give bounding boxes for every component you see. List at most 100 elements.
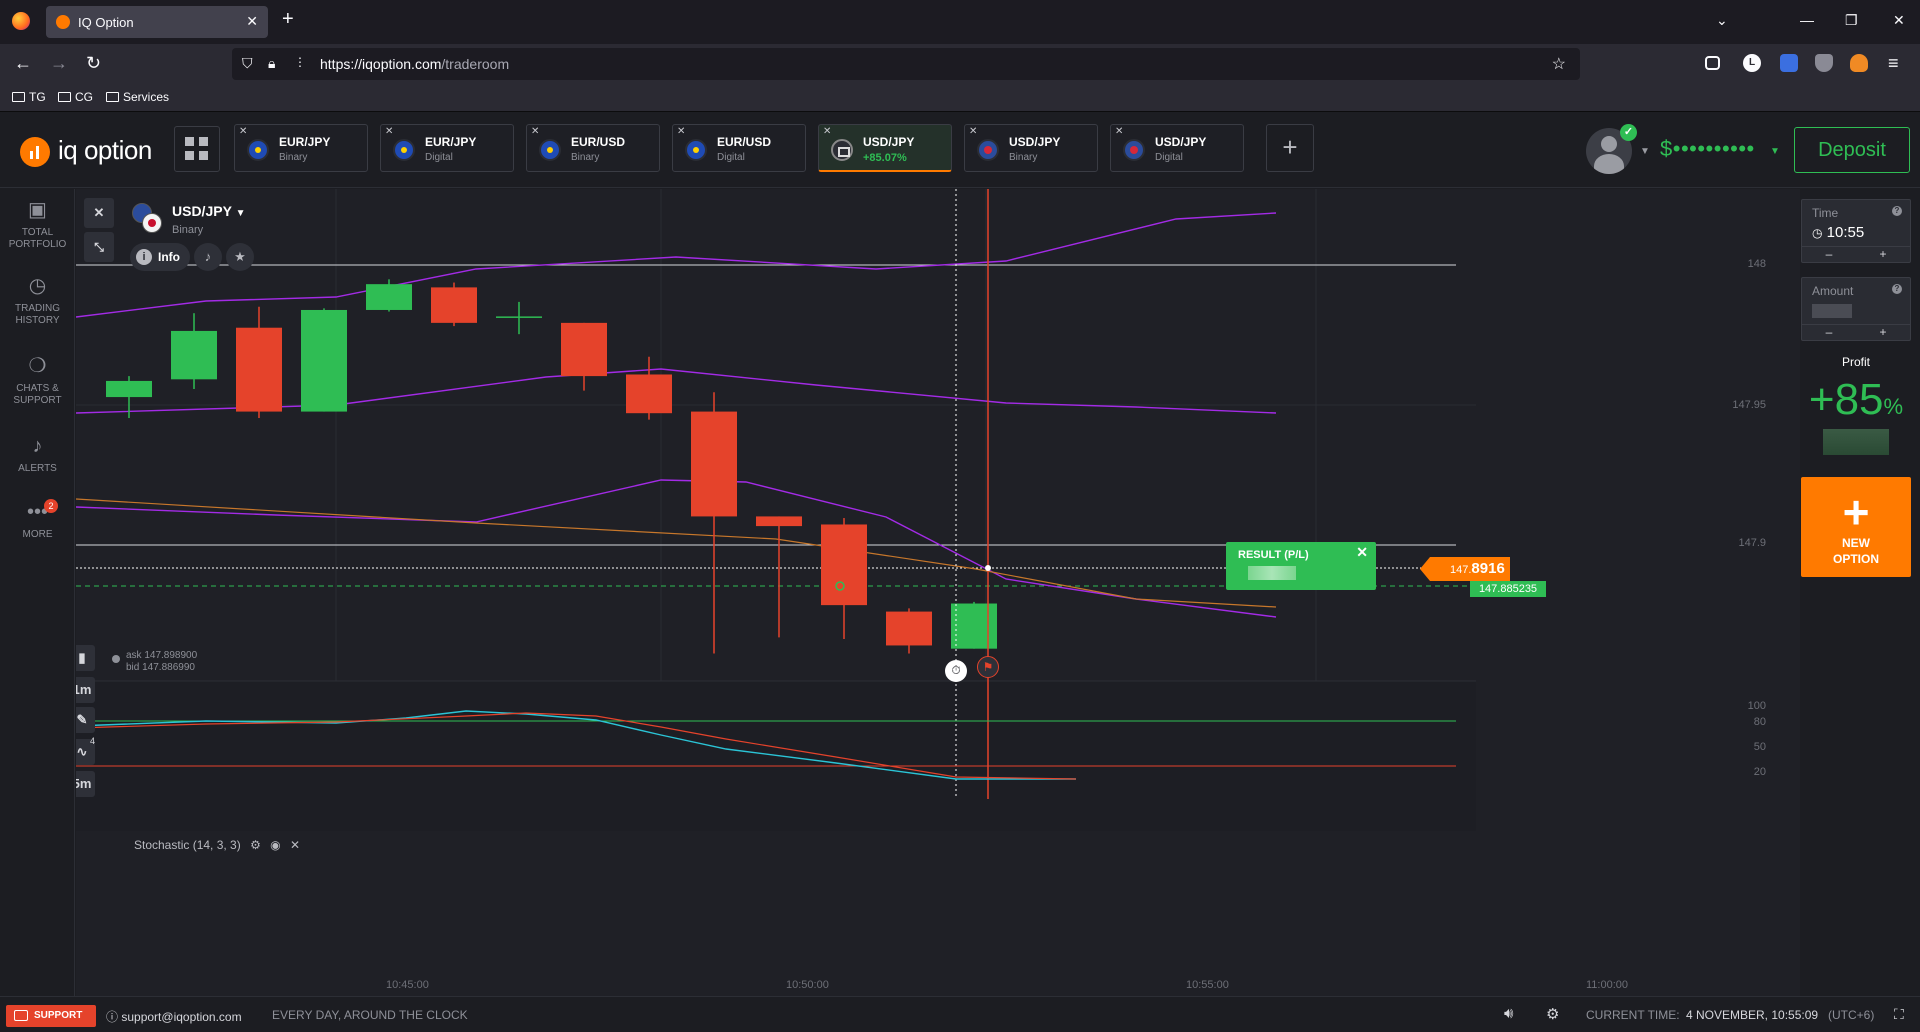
sound-icon[interactable]: 🔊︎ — [1504, 1005, 1514, 1022]
chart-area[interactable]: ✕ ⤡ USD/JPY ▼ Binary i Info ♪ ★ 148 147.… — [76, 189, 1800, 996]
close-chart-icon[interactable]: ✕ — [84, 198, 114, 228]
new-option-button[interactable]: + NEW OPTION — [1801, 477, 1911, 577]
close-icon[interactable]: ✕ — [239, 126, 248, 137]
account-icon[interactable]: L — [1743, 54, 1761, 72]
help-icon[interactable]: ? — [1892, 206, 1902, 216]
reload-button[interactable]: ↻ — [86, 53, 102, 73]
amount-stepper[interactable]: – + — [1802, 324, 1910, 340]
price-chart[interactable] — [76, 189, 1800, 996]
plus-button[interactable]: + — [1879, 247, 1887, 261]
balance-value[interactable]: $•••••••••• — [1660, 136, 1755, 161]
close-icon[interactable]: ✕ — [290, 838, 301, 852]
timer-icon[interactable]: ⏱ — [945, 660, 967, 682]
sidebar-item-trading-history[interactable]: ◷ TRADING HISTORY — [0, 275, 75, 327]
lock-icon[interactable]: 🔒︎ — [268, 55, 276, 71]
logo-text[interactable]: iq option — [58, 135, 152, 165]
support-button[interactable]: SUPPORT — [6, 1005, 96, 1027]
new-tab-button[interactable]: + — [282, 8, 294, 30]
support-email[interactable]: ⓘ support@iqoption.com — [106, 1010, 242, 1024]
help-icon[interactable]: ? — [1892, 284, 1902, 294]
time-field[interactable]: Time ? ◷ 10:55 – + — [1801, 199, 1911, 263]
profit-amount-hidden — [1823, 429, 1889, 455]
drawing-tools-icon[interactable]: ✎ — [76, 707, 95, 733]
forward-button[interactable]: → — [50, 53, 68, 73]
extension-blue-icon[interactable] — [1780, 54, 1798, 72]
url-bar[interactable]: ⛉ 🔒︎ ⋮ https://iqoption.com/traderoom ☆ — [232, 48, 1580, 80]
back-button[interactable]: ← — [14, 53, 32, 73]
pair-name[interactable]: USD/JPY ▼ — [172, 203, 246, 219]
app-menu-icon[interactable]: ≡ — [1888, 53, 1899, 73]
expiration-flag-icon[interactable]: ⚑ — [977, 656, 999, 678]
asset-tab[interactable]: ✕ USD/JPY +85.07% — [818, 124, 952, 172]
minus-button[interactable]: – — [1825, 247, 1833, 261]
shield-extension-icon[interactable] — [1815, 54, 1833, 72]
indicator-label[interactable]: Stochastic (14, 3, 3) ⚙ ◉ ✕ — [134, 838, 300, 852]
restore-window-button[interactable]: ❐ — [1845, 12, 1858, 28]
tracking-protection-icon[interactable]: ⛉ — [242, 55, 253, 71]
close-icon[interactable]: ✕ — [531, 126, 540, 137]
bookmark-folder-tg[interactable]: TG — [12, 90, 46, 104]
sidebar-item-total-portfolio[interactable]: ▣ TOTAL PORTFOLIO — [0, 199, 75, 251]
browser-tab[interactable]: IQ Option ✕ — [46, 6, 268, 38]
list-tabs-icon[interactable]: ⌄ — [1716, 12, 1728, 28]
asset-tab[interactable]: ✕ USD/JPY Binary — [964, 124, 1098, 172]
all-assets-grid-button[interactable] — [174, 126, 220, 172]
support-hours: EVERY DAY, AROUND THE CLOCK — [272, 1008, 468, 1022]
firefox-menu-icon[interactable] — [12, 12, 30, 30]
ask-price: ask 147.898900 — [126, 650, 198, 661]
sidebar-item-label: TRADING — [15, 303, 60, 314]
close-icon[interactable]: ✕ — [1356, 544, 1368, 560]
star-icon[interactable]: ★ — [226, 243, 254, 271]
close-icon[interactable]: ✕ — [1115, 126, 1124, 137]
chart-type-icon[interactable]: ▮ — [76, 645, 95, 671]
add-asset-button[interactable]: + — [1266, 124, 1314, 172]
info-button[interactable]: i Info — [130, 243, 190, 271]
permissions-icon[interactable]: ⋮ — [294, 55, 306, 69]
gear-icon[interactable]: ⚙ — [250, 838, 261, 852]
close-icon[interactable]: ✕ — [677, 126, 686, 137]
eye-icon[interactable]: ◉ — [270, 838, 281, 852]
amount-value-hidden[interactable] — [1812, 304, 1852, 318]
asset-name: USD/JPY — [1009, 135, 1061, 149]
pocket-icon[interactable] — [1705, 56, 1720, 70]
sidebar-item-more[interactable]: ••• 2 MORE — [0, 499, 75, 541]
fullscreen-icon[interactable]: ⛶ — [1894, 1006, 1904, 1022]
balance-chevron-down-icon[interactable]: ▼ — [1770, 146, 1780, 157]
timeframe-1m-button[interactable]: 1m — [76, 677, 95, 703]
bell-icon[interactable]: ♪ — [194, 243, 222, 271]
chevron-down-icon[interactable]: ▼ — [1640, 146, 1650, 157]
metamask-fox-icon[interactable] — [1850, 54, 1868, 72]
deposit-button[interactable]: Deposit — [1794, 127, 1910, 173]
amount-field[interactable]: Amount ? – + — [1801, 277, 1911, 341]
minus-button[interactable]: – — [1825, 325, 1833, 339]
time-value[interactable]: ◷ 10:55 — [1812, 224, 1865, 241]
timeframe-5m-button[interactable]: 5m — [76, 771, 95, 797]
time-stepper[interactable]: – + — [1802, 246, 1910, 262]
asset-tab[interactable]: ✕ EUR/JPY Digital — [380, 124, 514, 172]
result-pl-box[interactable]: RESULT (P/L) ✕ — [1226, 542, 1376, 590]
asset-tab[interactable]: ✕ EUR/JPY Binary — [234, 124, 368, 172]
url-text[interactable]: https://iqoption.com/traderoom — [320, 56, 509, 72]
bookmark-folder-cg[interactable]: CG — [58, 90, 93, 104]
close-icon[interactable]: ✕ — [823, 126, 832, 137]
plus-button[interactable]: + — [1879, 325, 1887, 339]
close-icon[interactable]: ✕ — [385, 126, 394, 137]
minimize-window-button[interactable]: — — [1800, 12, 1814, 28]
bookmark-star-icon[interactable]: ☆ — [1551, 56, 1566, 73]
collapse-icon[interactable]: ⤡ — [84, 232, 114, 262]
asset-tab[interactable]: ✕ USD/JPY Digital — [1110, 124, 1244, 172]
close-window-button[interactable]: ✕ — [1893, 12, 1905, 28]
close-tab-icon[interactable]: ✕ — [246, 13, 258, 29]
browser-tab-title: IQ Option — [78, 15, 134, 30]
close-icon[interactable]: ✕ — [969, 126, 978, 137]
bookmark-folder-services[interactable]: Services — [106, 90, 169, 104]
asset-tab[interactable]: ✕ EUR/USD Digital — [672, 124, 806, 172]
indicators-icon[interactable]: ∿ — [76, 739, 95, 765]
help-icon[interactable] — [112, 655, 120, 663]
asset-tab[interactable]: ✕ EUR/USD Binary — [526, 124, 660, 172]
sidebar-item-chats-support[interactable]: ❍ CHATS & SUPPORT — [0, 355, 75, 407]
gear-icon[interactable]: ⚙ — [1546, 1006, 1560, 1023]
iqoption-logo-icon[interactable] — [20, 137, 50, 167]
strike-price-tag: 147.885235 — [1470, 581, 1546, 597]
sidebar-item-alerts[interactable]: ♪ ALERTS — [0, 435, 75, 475]
